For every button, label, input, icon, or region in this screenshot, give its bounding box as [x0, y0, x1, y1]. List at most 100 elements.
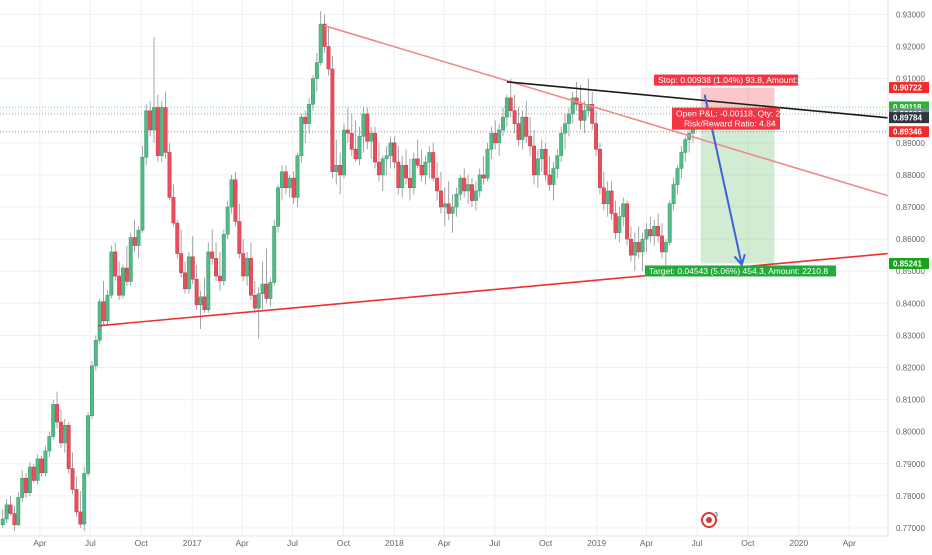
candle-body — [121, 267, 125, 296]
candle-body — [504, 97, 509, 118]
candle-body — [423, 161, 428, 176]
candle-body — [0, 518, 5, 526]
candle-body — [194, 278, 199, 306]
candle-body — [260, 283, 265, 294]
candle-body — [586, 104, 591, 111]
candle-body — [12, 513, 17, 526]
x-tick-label: Oct — [539, 538, 553, 548]
y-tick-label: 0.84000 — [896, 299, 925, 308]
candle-body — [380, 158, 385, 176]
candle-body — [128, 237, 133, 282]
candle-body — [617, 216, 622, 233]
candle-body — [287, 177, 292, 189]
candle-body — [365, 113, 370, 142]
candle-body — [357, 136, 362, 160]
candles — [0, 11, 699, 532]
y-tick-label: 0.77000 — [896, 524, 925, 533]
y-tick-label: 0.82000 — [896, 363, 925, 372]
candle-body — [307, 104, 312, 124]
candle-body — [326, 46, 331, 70]
y-tick-label: 0.87000 — [896, 203, 925, 212]
candle-body — [621, 203, 626, 217]
x-tick-label: Oct — [135, 538, 149, 548]
candle-body — [349, 132, 354, 150]
candle-body — [214, 258, 218, 277]
candle-body — [411, 158, 416, 189]
candle-body — [632, 242, 637, 256]
price-tag — [889, 82, 929, 94]
candle-body — [256, 293, 261, 309]
candle-body — [86, 415, 91, 474]
candle-body — [152, 107, 156, 131]
stop-label: Stop: 0.00938 (1.04%) 93.8, Amount: 750 — [658, 75, 815, 85]
candle-body — [202, 296, 207, 310]
candle-body — [55, 404, 60, 423]
candle-body — [175, 222, 180, 254]
candle-body — [454, 193, 459, 208]
candle-body — [404, 165, 409, 179]
candle-body — [563, 123, 567, 134]
candle-body — [446, 203, 451, 214]
x-tick-label: Apr — [843, 538, 856, 548]
x-tick-label: 2017 — [183, 538, 202, 548]
x-tick-label: Apr — [33, 538, 46, 548]
candle-body — [43, 450, 48, 474]
candle-body — [384, 155, 389, 160]
candle-body — [493, 132, 498, 144]
price-tag — [889, 101, 929, 113]
candle-body — [481, 174, 486, 179]
x-tick-label: Oct — [337, 538, 351, 548]
target-label: Target: 0.04543 (5.06%) 454.3, Amount: 2… — [649, 266, 828, 276]
candle-body — [217, 275, 222, 282]
candle-body — [4, 504, 9, 520]
candle-body — [291, 177, 296, 198]
y-tick-label: 0.79000 — [896, 460, 925, 469]
candle-body — [159, 107, 164, 156]
candle-body — [233, 179, 238, 222]
candle-body — [388, 142, 393, 156]
candle-body — [578, 104, 583, 121]
candle-body — [656, 226, 661, 237]
candle-body — [31, 466, 36, 481]
x-tick-label: Oct — [741, 538, 755, 548]
trend-line — [324, 24, 889, 197]
candle-body — [524, 116, 529, 137]
candle-body — [39, 458, 44, 474]
x-tick-label: Jul — [85, 538, 96, 548]
candle-body — [543, 148, 548, 176]
candle-body — [458, 177, 463, 195]
candle-body — [663, 242, 668, 253]
target-zone — [700, 117, 775, 264]
candle-body — [345, 129, 350, 134]
candle-body — [272, 226, 277, 283]
candle-body — [109, 251, 114, 296]
candle-body — [419, 165, 424, 176]
candle-body — [473, 190, 478, 201]
candle-body — [303, 116, 308, 124]
candle-body — [671, 184, 676, 205]
candle-body — [58, 421, 63, 444]
candle-body — [644, 229, 649, 240]
candle-body — [342, 129, 346, 176]
candle-body — [124, 267, 129, 282]
candle-body — [132, 237, 137, 246]
candle-body — [660, 235, 664, 253]
price-tag — [889, 126, 929, 138]
candle-body — [601, 187, 606, 205]
candle-body — [183, 272, 187, 290]
candle-body — [508, 97, 513, 111]
candle-body — [35, 458, 40, 481]
candle-body — [613, 213, 618, 233]
candle-body — [330, 68, 335, 172]
candle-body — [485, 148, 490, 179]
candle-body — [245, 258, 250, 277]
candle-body — [636, 242, 641, 253]
logo-icon-badge: 3 — [714, 512, 718, 519]
candle-body — [105, 295, 110, 322]
candle-body — [582, 110, 587, 121]
candle-body — [396, 161, 401, 189]
candle-body — [594, 123, 599, 150]
candle-body — [229, 179, 234, 208]
